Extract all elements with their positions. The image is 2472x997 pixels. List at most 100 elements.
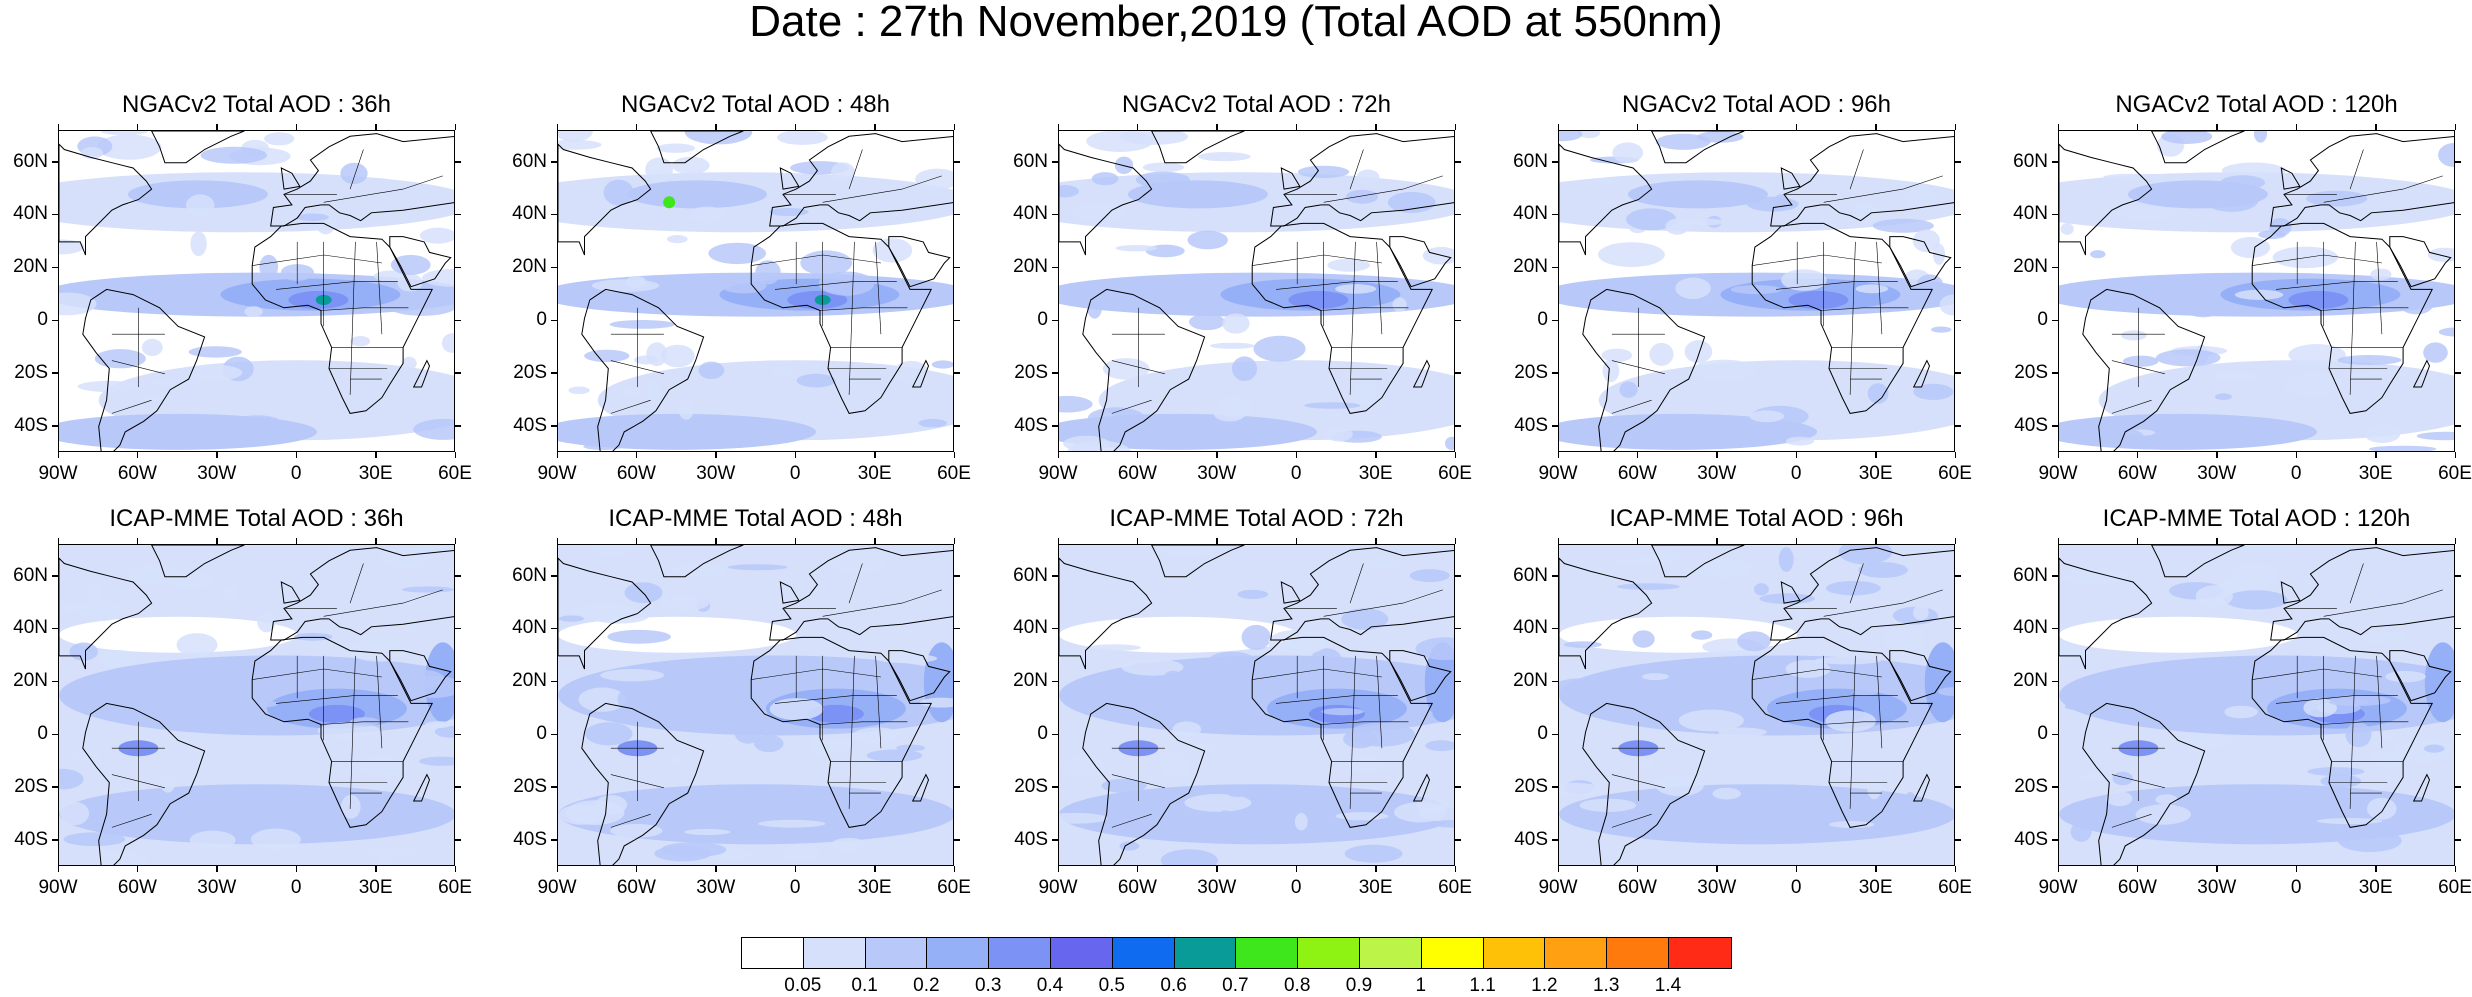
coastline-madagascar [2412,359,2431,388]
coastline-madagascar [1412,359,1431,388]
aod-patch [2238,545,2306,552]
aod-patch [1912,229,1940,253]
lon-label: 0 [2290,877,2302,898]
lon-tick [1795,452,1798,458]
aod-patch [421,269,454,287]
aod-patch [85,584,103,600]
coastline-southAmerica [1082,702,1206,865]
coastline-northAmerica [558,143,652,256]
lon-label: 60W [1117,463,1157,484]
aod-patch [2204,187,2259,212]
country-border [2111,399,2152,414]
aod-patch [190,231,207,256]
colorbar-label: 1.3 [1592,975,1620,996]
coastline-arabia [389,650,452,702]
coastline-southAmerica [82,288,206,451]
country-border [1775,281,1898,290]
aod-patch [623,387,640,399]
lon-tick [953,538,955,544]
lon-tick [2375,866,2377,872]
colorbar-label: 0.8 [1283,975,1311,996]
aod-patch [1344,844,1403,863]
aod-patch [2079,772,2109,782]
lon-tick [715,452,717,458]
lon-tick [1636,452,1639,458]
lon-tick [794,866,797,872]
coastline-arabia [1389,650,1452,702]
colorbar-box [803,938,866,968]
aod-patch [2168,702,2225,710]
lat-tick [551,425,557,427]
aod-patch [1559,782,1603,796]
lon-label: 30E [1358,877,1393,898]
aod-patch [232,415,282,431]
lon-tick [874,124,876,130]
country-border [111,813,152,828]
country-border [848,655,855,809]
lat-tick [455,319,461,322]
aod-patch [403,619,419,634]
lat-tick [1955,627,1961,630]
lat-tick [1955,319,1961,322]
aod-patch [866,749,923,762]
coastline-greenland [151,545,245,578]
aod-patch [2283,372,2343,397]
lat-label: 20S [513,361,547,383]
aod-patch [1347,754,1386,773]
lon-label: 0 [290,463,302,484]
aod-clear-area [558,616,797,653]
lat-tick [1052,575,1058,577]
lat-tick [1955,839,1961,841]
aod-patch [1855,284,1889,294]
colorbar-label: 1.1 [1469,975,1496,996]
lon-tick [794,124,797,130]
aod-arabia [2424,642,2454,723]
aod-patch [1392,297,1407,313]
aod-patch [2221,162,2286,179]
lat-tick [2052,839,2058,841]
lon-tick [715,538,717,544]
aod-patch [1356,169,1380,185]
lon-tick [1636,124,1639,130]
coastline-britain [1780,167,1801,190]
lon-label: 30E [1858,463,1893,484]
lat-label: 0 [2037,723,2048,745]
aod-patch [413,418,454,440]
aod-patch [1184,794,1252,812]
aod-patch [1425,740,1454,752]
aod-patch [1904,185,1937,210]
aod-patch [1638,758,1655,770]
coastline-europe [2270,133,2454,227]
lat-label: 40S [2014,828,2048,850]
country-border [822,175,942,203]
aod-patch [647,389,663,399]
lon-label: 60E [1438,463,1472,484]
lon-tick [794,538,797,544]
lon-label: 60E [937,877,971,898]
aod-patch [1341,608,1389,630]
lat-tick [1552,627,1558,630]
aod-patch [59,292,97,316]
aod-patch [2185,298,2222,318]
aod-patch [1675,277,1711,300]
lon-tick [2057,538,2059,544]
aod-south [1559,784,1954,845]
country-border [111,399,152,414]
aod-patch [1649,342,1674,366]
aod-patch [1294,812,1308,831]
aod-patch [100,131,148,136]
country-border [1376,241,1383,335]
lon-tick [1454,866,1456,872]
coastline-africa [2251,636,2434,828]
country-border [1820,721,1909,725]
lon-label: 90W [2038,463,2078,484]
aod-patch [1853,202,1881,224]
lon-tick [1216,124,1218,130]
aod-patch [2272,246,2339,269]
aod-patch [2103,173,2167,180]
lon-tick [136,538,139,544]
lon-label: 30W [696,463,736,484]
aod-clear-area [2059,616,2298,653]
aod-patch [200,146,267,164]
aod-patch [264,132,295,146]
